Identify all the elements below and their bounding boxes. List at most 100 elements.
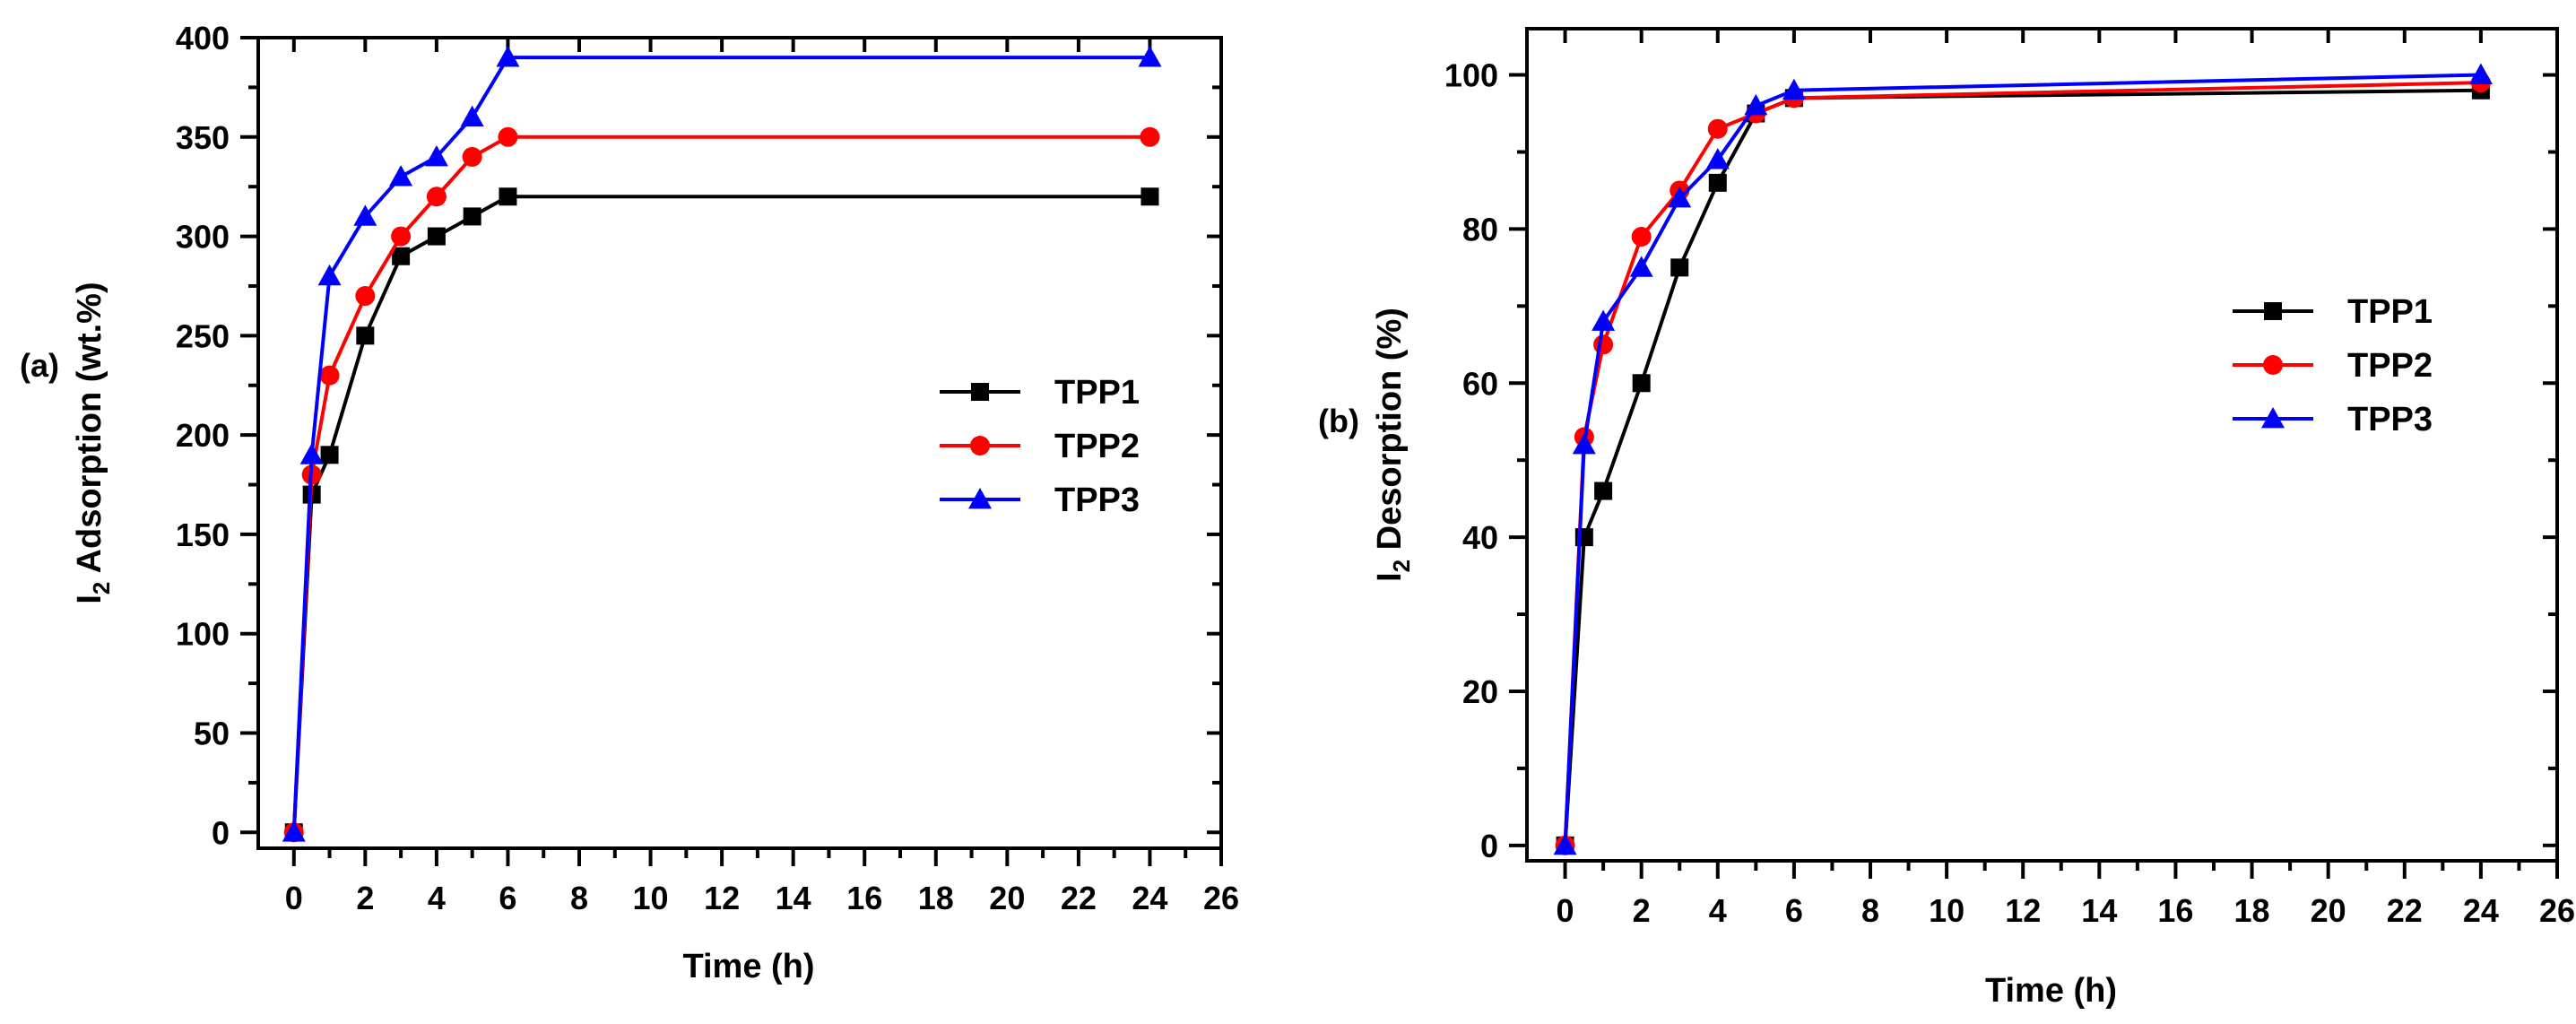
x-tick-label: 14: [776, 880, 811, 916]
x-tick-label: 16: [846, 880, 882, 916]
legend-item-tpp3: TPP3: [940, 482, 1140, 519]
data-point-tpp3: [389, 165, 413, 187]
legend-marker: [970, 436, 990, 456]
data-point-tpp3: [1592, 309, 1616, 331]
data-point-tpp3: [496, 46, 520, 67]
data-point-tpp3: [1782, 78, 1806, 100]
data-point-tpp1: [356, 326, 375, 345]
y-tick-label: 20: [1462, 673, 1498, 710]
y-tick-label: 100: [1444, 57, 1498, 94]
y-tick-label: 80: [1462, 211, 1498, 247]
x-tick-label: 8: [1861, 892, 1879, 929]
data-point-tpp2: [1707, 118, 1728, 139]
y-axis-title-subscript: 2: [88, 582, 115, 594]
x-tick-label: 26: [1203, 880, 1239, 916]
x-tick-label: 20: [2311, 892, 2346, 929]
x-tick-label: 18: [918, 880, 954, 916]
legend-label: TPP1: [2347, 293, 2433, 331]
legend-marker: [2261, 407, 2285, 429]
series-tpp3: [282, 46, 1162, 842]
y-axis-title-main: I: [1371, 572, 1409, 582]
plot-frame: [1525, 27, 2559, 863]
data-point-tpp3: [1668, 187, 1692, 208]
series-tpp3: [1553, 63, 2493, 855]
data-point-tpp3: [1705, 148, 1730, 169]
legend-label: TPP2: [1054, 428, 1140, 465]
x-tick-label: 24: [1132, 880, 1167, 916]
x-tick-label: 4: [428, 880, 446, 916]
y-axis-title-rest: Desorption (%): [1371, 308, 1409, 560]
y-tick-label: 40: [1462, 519, 1498, 556]
data-point-tpp3: [424, 144, 448, 167]
data-point-tpp2: [462, 146, 482, 167]
x-tick-label: 14: [2081, 892, 2117, 929]
y-tick-label: 250: [176, 317, 230, 354]
data-point-tpp1: [499, 187, 517, 206]
plot-frame: [256, 36, 1223, 850]
x-tick-label: 22: [1061, 880, 1097, 916]
x-tick-label: 2: [356, 880, 374, 916]
series-tpp2: [1555, 73, 2491, 855]
y-tick-label: 60: [1462, 365, 1498, 402]
y-axis-title: I2 Desorption (%): [1371, 308, 1415, 582]
data-point-tpp3: [317, 264, 342, 286]
data-point-tpp1: [1141, 187, 1159, 206]
data-point-tpp3: [353, 204, 377, 226]
legend-item-tpp1: TPP1: [2233, 293, 2433, 331]
x-tick-label: 26: [2539, 892, 2575, 929]
y-tick-label: 350: [176, 119, 230, 156]
x-tick-label: 10: [633, 880, 669, 916]
data-point-tpp1: [320, 446, 339, 464]
x-axis-title: Time (h): [1985, 972, 2117, 1010]
legend-item-tpp2: TPP2: [940, 428, 1140, 465]
y-tick-label: 150: [176, 516, 230, 553]
data-point-tpp1: [1708, 173, 1727, 192]
data-point-tpp2: [1631, 227, 1652, 247]
data-point-tpp2: [319, 365, 340, 386]
series-line-tpp3: [291, 56, 1150, 833]
data-point-tpp3: [2468, 63, 2493, 84]
series-tpp2: [283, 126, 1160, 843]
x-tick-label: 0: [285, 880, 303, 916]
data-point-tpp3: [1572, 433, 1596, 455]
x-tick-label: 10: [1929, 892, 1965, 929]
x-tick-label: 4: [1709, 892, 1727, 929]
chart-adsorption: 0 2 4 6 8 10 12 14 16 18 20 22 24 2605010015020025030…: [20, 20, 1239, 985]
y-axis-title: I2 Adsorption (wt.%): [71, 282, 115, 603]
legend-marker: [2263, 355, 2283, 375]
data-point-tpp1: [1632, 374, 1651, 393]
x-tick-label: 6: [1785, 892, 1803, 929]
y-axis-title-rest: Adsorption (wt.%): [71, 282, 108, 581]
x-tick-label: 16: [2157, 892, 2193, 929]
x-tick-label: 8: [570, 880, 588, 916]
data-point-tpp3: [1138, 46, 1162, 67]
data-point-tpp2: [391, 226, 412, 247]
y-tick-label: 0: [1480, 828, 1498, 864]
panel-label: (b): [1318, 403, 1359, 439]
x-tick-label: 18: [2234, 892, 2270, 929]
data-point-tpp2: [498, 126, 518, 147]
data-point-tpp3: [282, 820, 306, 842]
x-tick-label: 2: [1633, 892, 1651, 929]
x-axis-title: Time (h): [682, 948, 814, 985]
series-tpp1: [1556, 81, 2490, 855]
data-point-tpp3: [299, 443, 324, 464]
data-point-tpp1: [1670, 258, 1689, 277]
series-tpp1: [284, 187, 1159, 842]
data-point-tpp1: [427, 227, 446, 246]
data-point-tpp2: [355, 286, 376, 307]
x-tick-label: 12: [704, 880, 740, 916]
data-point-tpp3: [1629, 256, 1653, 277]
x-tick-label: 20: [989, 880, 1025, 916]
x-tick-label: 24: [2463, 892, 2499, 929]
y-tick-label: 400: [176, 20, 230, 56]
series-line-tpp2: [1563, 81, 2481, 846]
legend-marker: [2264, 302, 2282, 320]
y-axis-title-subscript: 2: [1388, 560, 1415, 572]
data-point-tpp1: [463, 207, 481, 226]
series-line-tpp1: [1563, 88, 2481, 846]
legend-item-tpp2: TPP2: [2233, 347, 2433, 385]
data-point-tpp1: [392, 247, 411, 265]
data-point-tpp2: [1593, 334, 1614, 355]
